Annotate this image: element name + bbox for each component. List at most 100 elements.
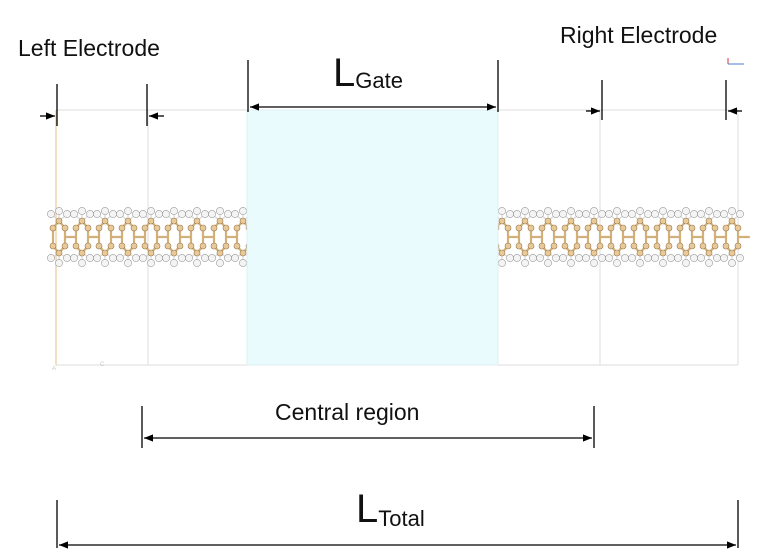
hydrogen-atom xyxy=(590,207,598,215)
hydrogen-atom xyxy=(736,254,744,262)
hydrogen-atom xyxy=(521,259,529,267)
carbon-atom xyxy=(590,217,598,225)
hydrogen-atom xyxy=(544,259,552,267)
carbon-atom xyxy=(141,224,149,232)
carbon-atom xyxy=(141,242,149,250)
gate-length-label: LGate xyxy=(333,51,403,95)
hydrogen-atom xyxy=(239,259,247,267)
central-region-dimension: Central region xyxy=(141,399,595,448)
hydrogen-atom xyxy=(78,207,86,215)
carbon-atom xyxy=(187,242,195,250)
carbon-atom xyxy=(561,224,569,232)
hydrogen-atom xyxy=(674,254,682,262)
carbon-atom xyxy=(498,249,506,257)
carbon-atom xyxy=(101,217,109,225)
carbon-atom xyxy=(130,242,138,250)
total-length-label: LTotal xyxy=(356,487,425,531)
hydrogen-atom xyxy=(513,254,521,262)
carbon-atom xyxy=(722,242,730,250)
carbon-atom xyxy=(688,224,696,232)
hydrogen-atom xyxy=(101,259,109,267)
carbon-atom xyxy=(527,242,535,250)
hydrogen-atom xyxy=(613,259,621,267)
carbon-atom xyxy=(682,217,690,225)
carbon-atom xyxy=(613,217,621,225)
carbon-atom xyxy=(49,224,57,232)
carbon-atom xyxy=(107,242,115,250)
carbon-atom xyxy=(84,242,92,250)
carbon-atom xyxy=(49,242,57,250)
hydrogen-atom xyxy=(201,210,209,218)
carbon-atom xyxy=(95,224,103,232)
carbon-atom xyxy=(544,217,552,225)
right-electrode-label: Right Electrode xyxy=(560,22,717,48)
hydrogen-atom xyxy=(86,254,94,262)
carbon-atom xyxy=(636,217,644,225)
carbon-atom xyxy=(659,249,667,257)
hydrogen-atom xyxy=(185,254,193,262)
hydrogen-atom xyxy=(132,210,140,218)
carbon-atom xyxy=(164,224,172,232)
carbon-atom xyxy=(711,224,719,232)
carbon-atom xyxy=(199,242,207,250)
carbon-atom xyxy=(193,249,201,257)
carbon-atom xyxy=(636,249,644,257)
hydrogen-atom xyxy=(208,254,216,262)
hydrogen-atom xyxy=(628,210,636,218)
hydrogen-atom xyxy=(651,254,659,262)
axis-c-label: C xyxy=(100,362,105,368)
carbon-atom xyxy=(170,217,178,225)
carbon-atom xyxy=(699,224,707,232)
hydrogen-atom xyxy=(116,254,124,262)
axis-a-label: A xyxy=(52,366,56,372)
carbon-atom xyxy=(642,242,650,250)
hydrogen-atom xyxy=(582,254,590,262)
carbon-atom xyxy=(665,242,673,250)
carbon-atom xyxy=(521,249,529,257)
hydrogen-atom xyxy=(705,259,713,267)
hydrogen-atom xyxy=(667,210,675,218)
carbon-atom xyxy=(676,224,684,232)
carbon-atom xyxy=(147,217,155,225)
carbon-atom xyxy=(101,249,109,257)
hydrogen-atom xyxy=(124,259,132,267)
hydrogen-atom xyxy=(575,210,583,218)
hydrogen-atom xyxy=(139,254,147,262)
hydrogen-atom xyxy=(736,210,744,218)
hydrogen-atom xyxy=(116,210,124,218)
carbon-atom xyxy=(573,224,581,232)
carbon-atom xyxy=(538,224,546,232)
carbon-atom xyxy=(550,224,558,232)
hydrogen-atom xyxy=(93,254,101,262)
hydrogen-atom xyxy=(559,254,567,262)
carbon-atom xyxy=(193,217,201,225)
hydrogen-atom xyxy=(139,210,147,218)
hydrogen-atom xyxy=(605,210,613,218)
carbon-atom xyxy=(187,224,195,232)
hydrogen-atom xyxy=(613,207,621,215)
carbon-atom xyxy=(630,242,638,250)
hydrogen-atom xyxy=(682,259,690,267)
carbon-atom xyxy=(544,249,552,257)
left-electrode-dimension: Left Electrode xyxy=(18,35,164,126)
carbon-atom xyxy=(504,224,512,232)
hydrogen-atom xyxy=(536,254,544,262)
carbon-atom xyxy=(199,224,207,232)
carbon-atom xyxy=(164,242,172,250)
hydrogen-atom xyxy=(231,254,239,262)
carbon-atom xyxy=(515,242,523,250)
hydrogen-atom xyxy=(193,259,201,267)
hydrogen-atom xyxy=(109,254,117,262)
carbon-atom xyxy=(653,224,661,232)
carbon-atom xyxy=(124,249,132,257)
hydrogen-atom xyxy=(63,254,71,262)
hydrogen-atom xyxy=(132,254,140,262)
carbon-atom xyxy=(239,249,247,257)
carbon-atom xyxy=(210,242,218,250)
hydrogen-atom xyxy=(552,254,560,262)
right-electrode-dimension: Right Electrode xyxy=(560,22,742,120)
carbon-atom xyxy=(596,224,604,232)
hydrogen-atom xyxy=(47,254,55,262)
carbon-atom xyxy=(619,242,627,250)
hydrogen-atom xyxy=(185,210,193,218)
